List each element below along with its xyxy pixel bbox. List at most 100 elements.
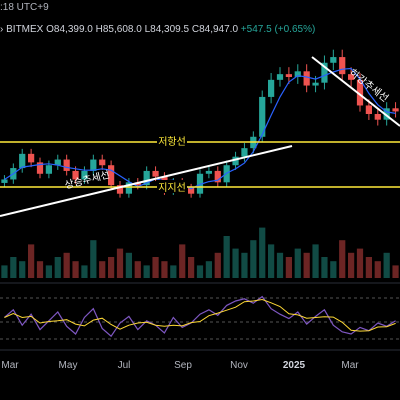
candle-body: [28, 153, 35, 163]
volume-bar: [63, 252, 70, 278]
volume-bar: [1, 265, 8, 278]
candle-body: [321, 62, 328, 83]
uptrend-line: [0, 145, 293, 217]
chart-header: :18 UTC+9 › BITMEX O84,399.0 H85,608.0 L…: [0, 0, 400, 35]
candle-body: [294, 71, 301, 77]
volume-bar: [196, 265, 204, 278]
volume-bar: [116, 248, 124, 278]
candle-body: [348, 74, 355, 80]
label-bg: [157, 135, 187, 148]
resistance-label: 저항선: [158, 136, 186, 148]
low-value: L84,309.5: [144, 24, 190, 35]
volume-bar: [259, 227, 266, 278]
volume-bar: [365, 257, 372, 278]
open-value: O84,399.0: [46, 24, 93, 35]
change-value: +547.5 (+0.65%): [240, 24, 316, 35]
volume-bar: [134, 261, 141, 278]
candle-body: [45, 165, 52, 174]
volume-bar: [90, 240, 97, 278]
volume-bar: [285, 257, 292, 278]
candle-body: [125, 182, 132, 194]
candle-body: [143, 170, 150, 186]
volume-bar: [321, 257, 328, 278]
candle-body: [54, 159, 61, 166]
x-tick: 2025: [282, 360, 306, 371]
candle-body: [116, 185, 124, 194]
candle-body: [356, 79, 364, 106]
volume-bar: [72, 261, 79, 278]
volume-bar: [250, 240, 257, 278]
volume-bar: [36, 261, 44, 278]
volume-bar: [188, 257, 195, 278]
candle-body: [259, 96, 266, 137]
x-tick: Sep: [174, 360, 192, 371]
volume-bar: [152, 257, 159, 278]
downtrend-label: 하강추세선: [347, 66, 391, 105]
volume-bar: [348, 252, 355, 278]
candle-body: [383, 108, 390, 120]
volume-bar: [205, 261, 212, 278]
downtrend-line: [311, 56, 400, 127]
volume-bar: [125, 252, 132, 278]
ohlc-legend: › BITMEX O84,399.0 H85,608.0 L84,309.5 C…: [0, 24, 315, 35]
candle-body: [72, 170, 79, 180]
volume-bar: [45, 265, 52, 278]
candle-body: [392, 108, 399, 112]
candle-body: [90, 159, 97, 171]
candle-body: [303, 71, 310, 86]
header-time: :18 UTC+9: [0, 2, 49, 13]
volume-bar: [54, 257, 61, 278]
volume-bar: [10, 257, 17, 278]
oscillator-signal-line: [4, 298, 396, 332]
candle-body: [196, 173, 204, 194]
x-tick: May: [58, 360, 78, 371]
volume-bar: [392, 265, 399, 278]
volume-bar: [383, 252, 390, 278]
candle-body: [36, 162, 44, 174]
label-bg: [157, 180, 187, 193]
candle-body: [374, 114, 381, 120]
candle-body: [99, 159, 106, 166]
candle-body: [63, 159, 70, 171]
candle-body: [19, 153, 26, 169]
candle-body: [232, 156, 239, 166]
candle-body: [205, 170, 212, 174]
oscillator-line: [4, 295, 396, 338]
volume-bar: [179, 244, 186, 278]
candle-body: [81, 170, 88, 180]
candle-body: [268, 79, 275, 97]
volume-bar: [339, 240, 346, 278]
volume-bar: [223, 236, 230, 278]
time-axis[interactable]: Mar May Jul Sep Nov 2025 Mar: [0, 356, 400, 376]
candle-body: [330, 57, 337, 63]
candle-body: [214, 170, 221, 183]
volume-bar: [312, 244, 319, 278]
candle-body: [312, 82, 319, 86]
volume-bar: [81, 265, 88, 278]
volume-bar: [268, 244, 275, 278]
volume-bar: [241, 252, 248, 278]
close-value: C84,947.0: [191, 24, 239, 35]
x-tick: Mar: [1, 360, 19, 371]
volume-bar: [143, 265, 150, 278]
candle-body: [188, 188, 195, 194]
volume-bar: [214, 252, 221, 278]
volume-bar: [161, 261, 168, 278]
volume-bar: [28, 244, 35, 278]
volume-bar: [303, 252, 310, 278]
x-tick: Nov: [230, 360, 248, 371]
support-label: 지지선: [158, 182, 186, 194]
volume-bar: [108, 257, 115, 278]
volume-bar: [19, 261, 26, 278]
candle-body: [276, 74, 284, 80]
volume-bar: [170, 265, 177, 278]
high-value: H85,608.0: [95, 24, 142, 35]
volume-bar: [330, 261, 337, 278]
candle-body: [152, 170, 159, 177]
x-tick: Jul: [117, 360, 131, 371]
volume-bar: [276, 252, 284, 278]
volume-bar: [356, 248, 364, 278]
exchange-label: BITMEX: [6, 24, 44, 35]
